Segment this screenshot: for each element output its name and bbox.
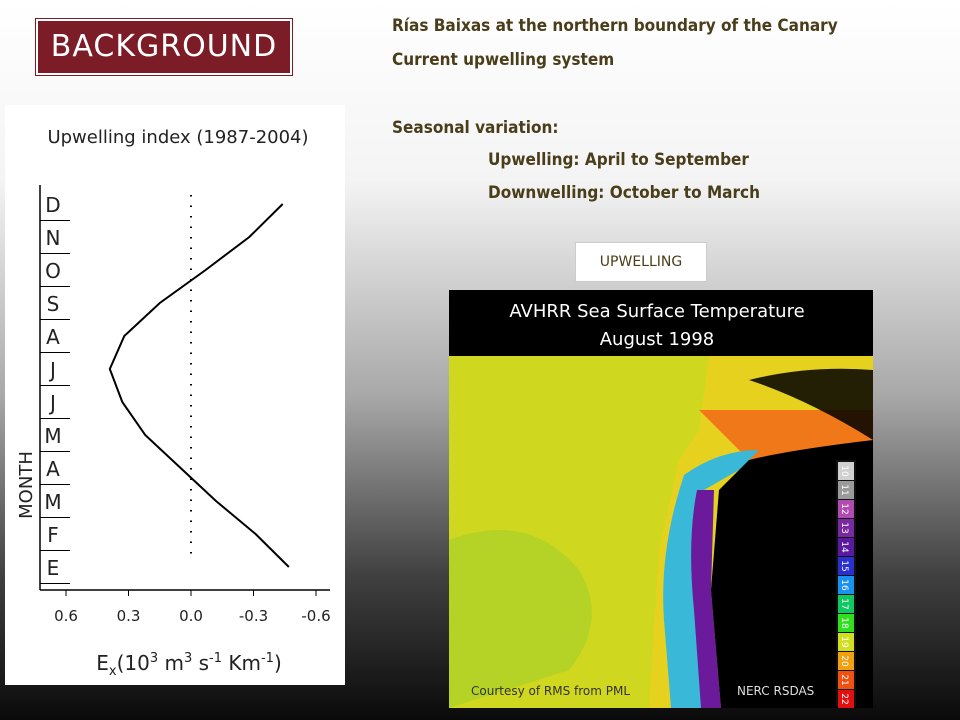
colorbar-label: 19	[839, 636, 849, 648]
colorbar-label: 17	[839, 598, 849, 609]
colorbar-label: 21	[839, 674, 849, 685]
colorbar-label: 20	[839, 655, 849, 667]
upwelling: Upwelling: April to September	[488, 150, 749, 170]
colorbar-swatch	[838, 519, 854, 537]
x-tick-label: 0.0	[179, 607, 203, 625]
upwelling-line	[108, 203, 290, 568]
y-tick-label: A	[46, 325, 60, 349]
intro-line: Rías Baixas at the northern boundary of …	[392, 16, 838, 36]
colorbar-swatch	[838, 595, 854, 613]
y-axis-label: MONTH	[16, 451, 37, 519]
intro-line: Current upwelling system	[392, 50, 615, 70]
x-tick-label: -0.6	[301, 607, 330, 625]
cold-water	[691, 490, 721, 708]
x-tick-label: -0.3	[239, 607, 268, 625]
colorbar-swatch	[838, 557, 854, 575]
colorbar-swatch	[838, 481, 854, 499]
y-tick-label: J	[48, 391, 56, 415]
colorbar-swatch	[838, 633, 854, 651]
colorbar-swatch	[838, 614, 854, 632]
chart: Upwelling index (1987-2004) MONTH Ex(103…	[5, 105, 345, 685]
credit: Courtesy of RMS from PML	[471, 684, 630, 698]
colorbar-swatch	[838, 652, 854, 670]
colorbar-label: 18	[839, 617, 849, 629]
y-tick-label: M	[44, 490, 61, 514]
y-tick-label: O	[45, 259, 61, 283]
y-tick-label: A	[46, 457, 60, 481]
colorbar-label: 15	[839, 560, 849, 571]
colorbar-label: 11	[839, 484, 849, 495]
colorbar-swatch	[838, 538, 854, 556]
y-tick-label: F	[47, 523, 59, 547]
image-title: AVHRR Sea Surface Temperature	[509, 301, 804, 322]
colorbar-swatch	[838, 690, 854, 708]
colorbar-swatch	[838, 500, 854, 518]
colorbar-label: 10	[839, 465, 849, 477]
sst-image: AVHRR Sea Surface Temperature August 199…	[449, 290, 873, 708]
y-tick-label: J	[48, 358, 56, 382]
x-tick-label: 0.6	[54, 607, 78, 625]
sea-zone	[449, 530, 592, 708]
badge: BACKGROUND	[36, 19, 292, 75]
y-tick-label: M	[44, 424, 61, 448]
tag: UPWELLING	[575, 242, 707, 282]
colorbar-swatch	[838, 576, 854, 594]
colorbar-label: 14	[839, 541, 849, 553]
downwelling: Downwelling: October to March	[488, 183, 760, 203]
cool-water	[663, 450, 759, 708]
y-tick-label: S	[47, 292, 60, 316]
image-title: August 1998	[600, 329, 715, 350]
colorbar-swatch	[838, 671, 854, 689]
colorbar-label: 16	[839, 579, 849, 591]
x-axis-label: Ex(103 m3 s-1 Km-1)	[96, 651, 282, 679]
source: NERC RSDAS	[737, 684, 814, 698]
chart-title: Upwelling index (1987-2004)	[47, 127, 308, 148]
x-tick-label: 0.3	[117, 607, 141, 625]
colorbar-label: 13	[839, 522, 849, 533]
land	[711, 440, 873, 708]
image-header	[449, 290, 873, 356]
warm-water	[699, 410, 873, 460]
colorbar-label: 12	[839, 503, 849, 514]
colorbar-swatch	[838, 462, 854, 480]
y-tick-label: D	[45, 193, 60, 217]
y-tick-label: N	[46, 226, 61, 250]
y-tick-label: E	[47, 556, 60, 580]
colorbar-label: 22	[839, 693, 849, 704]
seasonal: Seasonal variation:	[392, 118, 559, 138]
land	[749, 368, 873, 440]
